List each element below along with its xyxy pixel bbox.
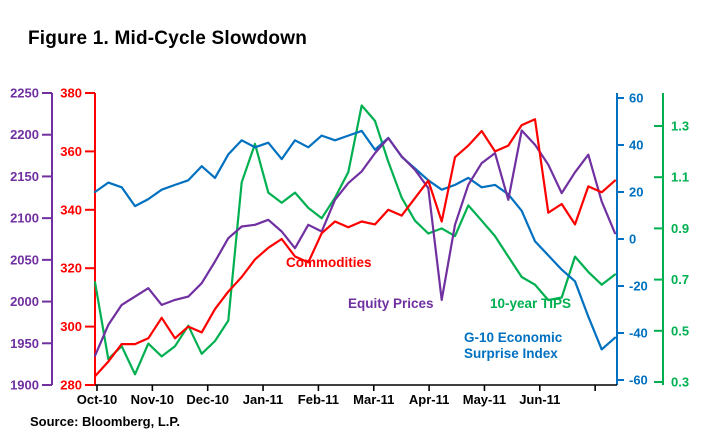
x-tick-label: Mar-11 — [353, 392, 394, 407]
surprise-tick-label: -60 — [629, 373, 648, 388]
equity-tick-label: 2200 — [10, 127, 39, 142]
equity-tick-label: 2050 — [10, 252, 39, 267]
equity-tick-label: 2000 — [10, 294, 39, 309]
equity-tick-label: 1900 — [10, 378, 39, 393]
x-tick-label: Feb-11 — [298, 392, 339, 407]
commodities-tick-label: 300 — [60, 319, 82, 334]
tips-tick-label: 0.9 — [671, 221, 689, 236]
commodities-tick-label: 340 — [60, 202, 82, 217]
equity-prices-series-label: Equity Prices — [348, 296, 434, 311]
surprise-tick-label: 20 — [629, 185, 643, 200]
surprise-tick-label: 60 — [629, 91, 643, 106]
tips-tick-label: 1.1 — [671, 170, 689, 185]
equity-tick-label: 2250 — [10, 86, 39, 101]
source-note: Source: Bloomberg, L.P. — [30, 414, 181, 429]
surprise-tick-label: -20 — [629, 279, 648, 294]
x-tick-label: May-11 — [463, 392, 506, 407]
tips-tick-label: 0.3 — [671, 375, 689, 390]
commodities-tick-label: 280 — [60, 378, 82, 393]
surprise-tick-label: 0 — [629, 232, 636, 247]
tips-series-line — [93, 104, 617, 376]
x-tick-label: Jun-11 — [519, 392, 560, 407]
surprise-tick-label: 40 — [629, 138, 643, 153]
x-tick-label: Nov-10 — [131, 392, 174, 407]
commodities-tick-label: 320 — [60, 261, 82, 276]
surprise-series-line — [93, 129, 617, 351]
tips-tick-label: 0.5 — [671, 323, 689, 338]
commodities-tick-label: 380 — [60, 86, 82, 101]
tips-tick-label: 0.7 — [671, 272, 689, 287]
x-tick-label: Jan-11 — [243, 392, 283, 407]
chart-title: Figure 1. Mid-Cycle Slowdown — [28, 28, 308, 49]
equity-tick-label: 2150 — [10, 169, 39, 184]
x-tick-label: Dec-10 — [186, 392, 229, 407]
equity-series-line — [93, 129, 617, 357]
commodities-series-label: Commodities — [286, 255, 372, 270]
equity-tick-label: 1950 — [10, 336, 39, 351]
tips-tick-label: 1.3 — [671, 119, 689, 134]
commodities-series-line — [93, 118, 617, 378]
g10-surprise-series-label: G-10 Economic Surprise Index — [464, 330, 563, 361]
x-tick-label: Oct-10 — [77, 392, 117, 407]
surprise-tick-label: -40 — [629, 326, 648, 341]
equity-tick-label: 2100 — [10, 211, 39, 226]
x-tick-label: Apr-11 — [409, 392, 449, 407]
commodities-tick-label: 360 — [60, 144, 82, 159]
tips-series-label: 10-year TIPS — [490, 296, 572, 311]
